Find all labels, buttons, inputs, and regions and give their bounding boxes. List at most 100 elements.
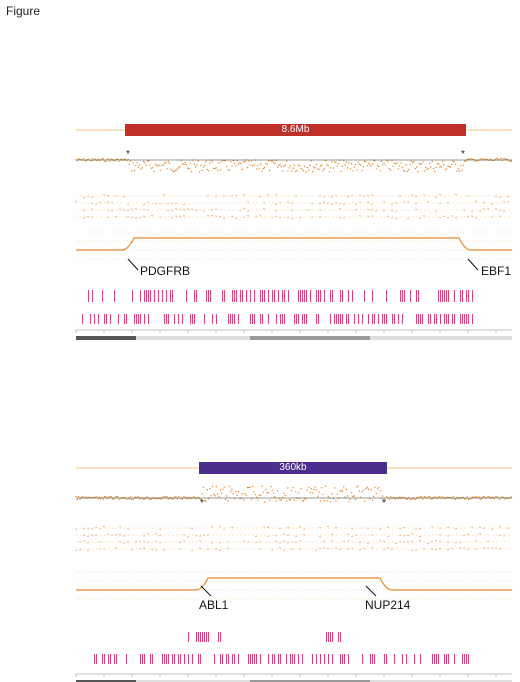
cn-point <box>352 495 354 498</box>
gene-track-mark <box>434 314 435 324</box>
baf-point <box>219 549 221 551</box>
gene-track-mark <box>316 290 317 302</box>
cn-point <box>314 167 316 169</box>
gene-track-mark <box>348 314 349 324</box>
cn-point <box>115 158 118 160</box>
cn-point <box>249 164 251 166</box>
gene-track-mark <box>362 314 363 324</box>
gene-track-mark <box>468 654 469 664</box>
cn-point <box>440 166 442 168</box>
cn-point <box>262 167 264 170</box>
baf-point <box>447 549 449 551</box>
cn-point <box>503 158 505 160</box>
baf-point <box>451 215 453 217</box>
gene-track-mark <box>316 654 317 664</box>
baf-point <box>447 526 449 528</box>
cn-point <box>103 160 106 162</box>
cn-point <box>510 160 513 162</box>
gene-track-mark <box>302 290 303 302</box>
cn-point <box>270 160 272 162</box>
baf-point <box>351 547 353 549</box>
baf-point <box>359 215 361 217</box>
gene-track-mark <box>188 654 189 664</box>
cn-point <box>132 498 134 501</box>
cn-point <box>178 167 180 169</box>
gene-track-mark <box>414 654 415 664</box>
cn-point <box>285 500 288 502</box>
cn-point <box>258 168 260 170</box>
baf-point <box>347 533 349 536</box>
gene-track-mark <box>232 290 233 302</box>
baf-point <box>159 528 161 530</box>
gene-track-mark <box>402 654 403 664</box>
bottom-left-gene-label: ABL1 <box>199 598 229 612</box>
baf-point <box>451 547 453 549</box>
baf-point <box>403 201 405 203</box>
cn-point <box>79 498 81 500</box>
gene-track-mark <box>238 314 239 324</box>
baf-point <box>87 196 89 198</box>
gene-track-mark <box>148 314 149 324</box>
gene-track-mark <box>416 290 417 302</box>
gene-track-mark <box>362 654 363 664</box>
cn-point <box>84 160 86 162</box>
cn-point <box>165 162 167 164</box>
gene-track-mark <box>256 654 257 664</box>
gene-track-mark <box>242 290 243 302</box>
cn-point <box>304 165 306 168</box>
cn-point <box>267 160 270 162</box>
cn-point <box>331 493 333 495</box>
cn-point <box>454 498 457 501</box>
cn-point <box>388 498 390 500</box>
cn-point <box>334 487 336 489</box>
gene-track-mark <box>304 290 305 302</box>
cn-point <box>323 500 325 502</box>
cn-point <box>248 160 250 162</box>
gene-track-mark <box>324 654 325 664</box>
gene-track-mark <box>252 654 253 664</box>
cn-point <box>331 161 333 163</box>
baf-point <box>471 210 473 212</box>
top-right-gene-label: EBF1 <box>481 264 512 278</box>
baf-point <box>315 549 317 551</box>
baf-point <box>143 535 145 537</box>
cn-point <box>314 486 316 488</box>
gene-track-mark <box>196 290 197 302</box>
baf-point <box>79 549 81 551</box>
cn-point <box>280 165 283 168</box>
cn-point <box>454 163 457 166</box>
baf-point <box>295 535 297 537</box>
gene-track-mark <box>148 290 149 302</box>
gene-track-mark <box>252 314 253 324</box>
gene-track-mark <box>94 654 95 664</box>
cn-point <box>105 160 107 163</box>
gene-track-mark <box>400 290 401 302</box>
cn-point <box>422 498 424 500</box>
gene-track-mark <box>124 314 125 324</box>
gene-track-mark <box>92 290 93 302</box>
cn-point <box>441 160 444 163</box>
cn-point <box>223 486 225 488</box>
gene-track-mark <box>88 290 89 302</box>
cn-point <box>241 493 244 495</box>
gene-track-mark <box>194 290 195 302</box>
gene-track-mark <box>466 654 467 664</box>
gene-track-mark <box>102 290 103 302</box>
baf-point <box>359 201 361 203</box>
baf-point <box>231 194 233 196</box>
cn-point <box>188 168 190 170</box>
cn-point <box>227 500 229 502</box>
baf-point <box>339 203 341 205</box>
baf-point <box>275 194 277 196</box>
baf-point <box>167 210 169 212</box>
cn-point <box>171 498 173 500</box>
cn-point <box>191 170 193 173</box>
cn-point <box>464 498 466 500</box>
cn-point <box>205 160 207 163</box>
cn-point <box>245 494 247 497</box>
cn-point <box>209 487 211 490</box>
cn-point <box>184 161 186 164</box>
cn-point <box>129 160 132 162</box>
baf-point <box>263 526 265 528</box>
gene-track-mark <box>358 314 359 324</box>
